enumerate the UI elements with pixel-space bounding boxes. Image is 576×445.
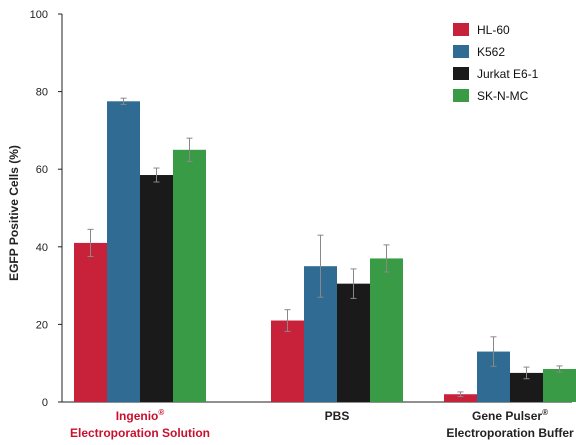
legend-label: Jurkat E6-1	[477, 67, 539, 81]
bar-jurkat-e6-1	[140, 175, 173, 402]
category-labels: Ingenio® Electroporation Solution PBS Gene …	[70, 408, 574, 440]
legend-swatch	[453, 89, 469, 102]
error-bar	[153, 167, 160, 183]
error-bar	[87, 228, 94, 257]
error-bar	[284, 309, 291, 332]
legend-item: K562	[453, 45, 505, 59]
bar-k562	[107, 101, 140, 403]
legend-label: SK-N-MC	[477, 89, 529, 103]
y-tick-label: 0	[42, 397, 48, 409]
bar-sk-n-mc	[173, 149, 206, 402]
y-tick-label: 20	[36, 319, 48, 331]
legend-item: SK-N-MC	[453, 89, 529, 103]
category-label: Ingenio®	[116, 408, 165, 423]
bar-jurkat-e6-1	[337, 283, 370, 402]
legend-swatch	[453, 45, 469, 58]
legend-label: K562	[477, 45, 505, 59]
error-bar	[523, 366, 530, 380]
category-label: Gene Pulser®	[472, 408, 548, 423]
error-bar	[186, 137, 193, 162]
y-axis-label: EGFP Positive Cells (%)	[7, 145, 21, 281]
legend-swatch	[453, 67, 469, 80]
error-bar	[350, 268, 357, 299]
y-tick-label: 40	[36, 242, 48, 254]
bar-hl-60	[271, 320, 304, 402]
y-tick-label: 100	[30, 9, 48, 21]
bar-sk-n-mc	[543, 369, 576, 402]
legend-swatch	[453, 23, 469, 36]
category-label: Electroporation Solution	[70, 426, 210, 440]
bars	[74, 101, 576, 403]
category-label: PBS	[325, 409, 350, 423]
error-bar	[383, 244, 390, 273]
error-bars	[87, 97, 563, 398]
bar-hl-60	[444, 394, 477, 402]
legend: HL-60 K562 Jurkat E6-1 SK-N-MC	[453, 23, 539, 103]
y-tick-label: 60	[36, 164, 48, 176]
y-tick-label: 80	[36, 87, 48, 99]
error-bar	[120, 97, 127, 105]
legend-item: Jurkat E6-1	[453, 67, 539, 81]
error-bar	[317, 234, 324, 298]
category-label: Electroporation Buffer	[446, 426, 574, 440]
error-bar	[457, 391, 464, 398]
bar-hl-60	[74, 242, 107, 402]
bar-sk-n-mc	[370, 258, 403, 402]
legend-label: HL-60	[477, 23, 510, 37]
error-bar	[490, 336, 497, 367]
error-bar	[556, 365, 563, 373]
legend-item: HL-60	[453, 23, 510, 37]
